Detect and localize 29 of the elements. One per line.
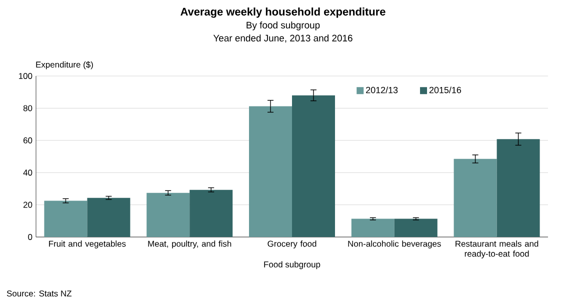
bar xyxy=(394,218,438,237)
chart-subtitle: By food subgroup xyxy=(246,22,320,30)
bar xyxy=(496,139,540,237)
y-tick-label: 60 xyxy=(24,137,32,144)
y-axis-title: Expenditure ($) xyxy=(36,61,93,70)
source-note: Source: Stats NZ xyxy=(6,290,72,296)
bar xyxy=(292,95,336,237)
x-tick-label: Fruit and vegetables xyxy=(49,240,126,248)
bar xyxy=(190,190,233,237)
y-tick-label: 100 xyxy=(18,73,32,79)
chart-title: Average weekly household expenditure xyxy=(180,8,386,18)
text: Year ended June, 2013 and 2016 xyxy=(213,34,352,43)
x-tick-label: Non-alcoholic beverages xyxy=(348,240,441,248)
bar xyxy=(87,198,130,237)
bar xyxy=(454,158,497,237)
bar xyxy=(44,200,88,237)
bar xyxy=(249,106,292,237)
x-tick-label: Grocery food xyxy=(268,240,316,248)
bar xyxy=(146,192,190,237)
legend-label: 2015/16 xyxy=(429,86,462,94)
x-tick-label: Restaurant meals and ready-to-eat food xyxy=(456,240,538,258)
legend-label: 2012/13 xyxy=(366,86,398,94)
x-axis-title: Food subgroup xyxy=(264,261,320,270)
y-tick-label: 20 xyxy=(23,202,32,208)
bar xyxy=(351,218,394,237)
y-tick-label: 80 xyxy=(23,105,32,112)
x-tick-label: Meat, poultry, and fish xyxy=(148,240,232,248)
y-tick-label: 0 xyxy=(28,234,32,240)
y-tick-label: 40 xyxy=(23,170,32,176)
